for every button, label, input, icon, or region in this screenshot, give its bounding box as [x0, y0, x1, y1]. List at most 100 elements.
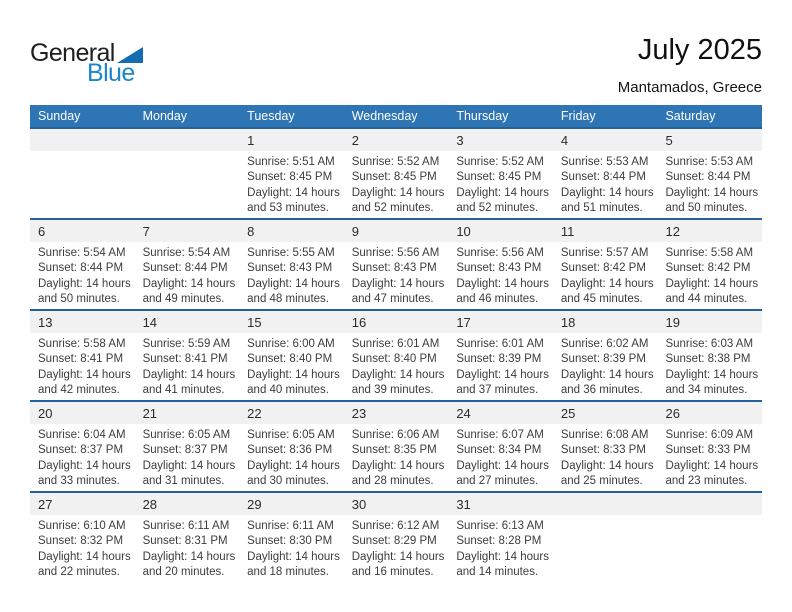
sunset-text: Sunset: 8:43 PM	[456, 262, 542, 275]
daylight-text-line2: and 48 minutes.	[247, 292, 329, 305]
day-cell: 6 Sunrise: 5:54 AM Sunset: 8:44 PM Daylight…	[30, 220, 135, 309]
day-cell-body: Sunrise: 6:05 AM Sunset: 8:36 PM Daylight:…	[239, 424, 344, 489]
sunrise-text: Sunrise: 5:54 AM	[142, 247, 231, 259]
sunset-text: Sunset: 8:39 PM	[456, 353, 542, 366]
sunrise-text: Sunrise: 5:56 AM	[456, 247, 544, 259]
daylight-text-line2: and 18 minutes.	[247, 565, 329, 578]
day-number	[552, 493, 658, 515]
day-cell-body: Sunrise: 6:11 AM Sunset: 8:30 PM Daylight:…	[239, 515, 344, 580]
day-cell: 24 Sunrise: 6:07 AM Sunset: 8:34 PM Dayligh…	[448, 402, 553, 491]
sunrise-text: Sunrise: 6:01 AM	[351, 338, 440, 350]
day-cell-body: Sunrise: 5:58 AM Sunset: 8:41 PM Daylight:…	[30, 333, 135, 398]
day-number: 16	[343, 311, 449, 333]
sunset-text: Sunset: 8:31 PM	[142, 535, 228, 548]
day-cell-empty	[552, 493, 658, 582]
day-cell-body: Sunrise: 6:01 AM Sunset: 8:39 PM Daylight:…	[448, 333, 553, 398]
day-cell: 1 Sunrise: 5:51 AM Sunset: 8:45 PM Daylight…	[239, 129, 344, 218]
day-number: 27	[30, 493, 135, 515]
day-cell: 11 Sunrise: 5:57 AM Sunset: 8:42 PM Dayligh…	[552, 220, 658, 309]
sunset-text: Sunset: 8:36 PM	[247, 444, 333, 457]
day-cell: 17 Sunrise: 6:01 AM Sunset: 8:39 PM Dayligh…	[448, 311, 553, 400]
sunrise-text: Sunrise: 5:58 AM	[665, 247, 754, 259]
daylight-text-line2: and 42 minutes.	[38, 383, 120, 396]
day-number: 17	[448, 311, 553, 333]
day-cell: 18 Sunrise: 6:02 AM Sunset: 8:39 PM Dayligh…	[552, 311, 658, 400]
daylight-text-line2: and 36 minutes.	[560, 383, 643, 396]
sunrise-text: Sunrise: 5:57 AM	[560, 247, 649, 259]
day-cell-body: Sunrise: 5:54 AM Sunset: 8:44 PM Daylight:…	[135, 242, 240, 307]
daylight-text-line2: and 37 minutes.	[456, 383, 539, 396]
sunset-text: Sunset: 8:42 PM	[665, 262, 751, 275]
sunrise-text: Sunrise: 6:11 AM	[142, 520, 230, 532]
daylight-text-line2: and 50 minutes.	[38, 292, 120, 305]
daylight-text-line1: Daylight: 14 hours	[456, 550, 550, 563]
day-cell-body: Sunrise: 5:53 AM Sunset: 8:44 PM Daylight:…	[657, 151, 762, 216]
sunset-text: Sunset: 8:40 PM	[247, 353, 333, 366]
daylight-text-line1: Daylight: 14 hours	[247, 186, 340, 199]
sunset-text: Sunset: 8:44 PM	[38, 262, 124, 275]
sunset-text: Sunset: 8:30 PM	[247, 535, 333, 548]
day-number	[30, 129, 135, 151]
sunrise-text: Sunrise: 6:08 AM	[560, 429, 649, 441]
sunrise-text: Sunrise: 5:52 AM	[351, 156, 440, 168]
sunset-text: Sunset: 8:33 PM	[560, 444, 646, 457]
week-row: 13 Sunrise: 5:58 AM Sunset: 8:41 PM Dayligh…	[30, 309, 763, 400]
day-cell-body: Sunrise: 5:52 AM Sunset: 8:45 PM Daylight:…	[448, 151, 553, 216]
sunrise-text: Sunrise: 6:02 AM	[560, 338, 649, 350]
daylight-text-line2: and 51 minutes.	[560, 201, 643, 214]
day-number: 11	[552, 220, 658, 242]
daylight-text-line2: and 45 minutes.	[560, 292, 643, 305]
logo-text-general: General	[30, 39, 115, 67]
day-cell: 12 Sunrise: 5:58 AM Sunset: 8:42 PM Dayligh…	[657, 220, 763, 309]
day-number: 10	[448, 220, 553, 242]
daylight-text-line1: Daylight: 14 hours	[142, 459, 236, 472]
daylight-text-line1: Daylight: 14 hours	[142, 368, 236, 381]
day-cell-body: Sunrise: 5:51 AM Sunset: 8:45 PM Daylight:…	[239, 151, 344, 216]
sunrise-text: Sunrise: 6:05 AM	[247, 429, 335, 441]
day-cell: 14 Sunrise: 5:59 AM Sunset: 8:41 PM Dayligh…	[134, 311, 240, 400]
sunrise-text: Sunrise: 5:58 AM	[38, 338, 126, 350]
day-cell: 25 Sunrise: 6:08 AM Sunset: 8:33 PM Dayligh…	[552, 402, 658, 491]
weekday-header-saturday: Saturday	[665, 109, 716, 123]
sunset-text: Sunset: 8:44 PM	[560, 171, 646, 184]
sunset-text: Sunset: 8:37 PM	[142, 444, 228, 457]
sunset-text: Sunset: 8:41 PM	[142, 353, 228, 366]
daylight-text-line1: Daylight: 14 hours	[665, 368, 759, 381]
day-number: 25	[552, 402, 658, 424]
weekday-header-row: Sunday Monday Tuesday Wednesday Thursday…	[30, 105, 762, 127]
day-number: 8	[239, 220, 344, 242]
day-number: 18	[552, 311, 658, 333]
daylight-text-line1: Daylight: 14 hours	[560, 186, 654, 199]
sunrise-text: Sunrise: 6:09 AM	[665, 429, 754, 441]
daylight-text-line1: Daylight: 14 hours	[560, 277, 654, 290]
daylight-text-line1: Daylight: 14 hours	[142, 277, 236, 290]
day-cell-body: Sunrise: 6:04 AM Sunset: 8:37 PM Daylight:…	[30, 424, 135, 489]
daylight-text-line1: Daylight: 14 hours	[665, 186, 759, 199]
daylight-text-line2: and 34 minutes.	[665, 383, 748, 396]
daylight-text-line1: Daylight: 14 hours	[38, 550, 131, 563]
daylight-text-line2: and 23 minutes.	[665, 474, 748, 487]
sunrise-text: Sunrise: 5:54 AM	[38, 247, 126, 259]
day-cell-body: Sunrise: 5:57 AM Sunset: 8:42 PM Daylight:…	[553, 242, 658, 307]
day-number: 31	[448, 493, 553, 515]
day-number: 7	[134, 220, 240, 242]
day-cell-body: Sunrise: 5:53 AM Sunset: 8:44 PM Daylight:…	[553, 151, 658, 216]
day-number: 30	[343, 493, 449, 515]
day-cell-empty	[657, 493, 763, 582]
logo-text-blue: Blue	[87, 59, 135, 87]
day-cell-body: Sunrise: 6:10 AM Sunset: 8:32 PM Daylight:…	[30, 515, 135, 580]
daylight-text-line2: and 41 minutes.	[142, 383, 225, 396]
weekday-header-friday: Friday	[560, 109, 596, 123]
day-number: 23	[343, 402, 449, 424]
day-number: 15	[239, 311, 344, 333]
sunset-text: Sunset: 8:40 PM	[351, 353, 437, 366]
day-cell: 10 Sunrise: 5:56 AM Sunset: 8:43 PM Dayligh…	[448, 220, 553, 309]
daylight-text-line2: and 46 minutes.	[456, 292, 539, 305]
day-cell-body: Sunrise: 6:12 AM Sunset: 8:29 PM Daylight:…	[344, 515, 449, 580]
day-cell: 15 Sunrise: 6:00 AM Sunset: 8:40 PM Dayligh…	[239, 311, 344, 400]
daylight-text-line1: Daylight: 14 hours	[560, 459, 654, 472]
day-cell: 4 Sunrise: 5:53 AM Sunset: 8:44 PM Daylight…	[552, 129, 658, 218]
daylight-text-line1: Daylight: 14 hours	[351, 186, 445, 199]
day-number: 9	[343, 220, 449, 242]
